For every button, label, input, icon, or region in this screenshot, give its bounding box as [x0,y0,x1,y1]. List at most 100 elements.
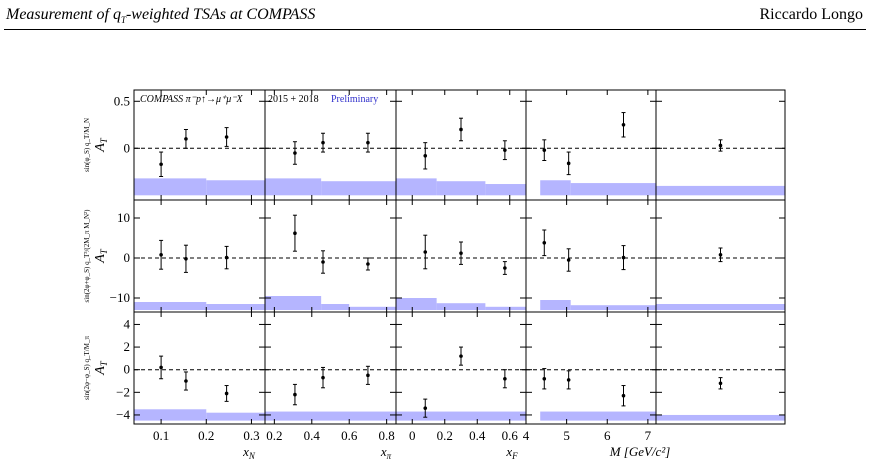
page-header: Measurement of qT-weighted TSAs at COMPA… [0,0,871,26]
panel-frame [395,311,527,425]
y-axis-label-superscript: sin(2φ−φ_S) q_T/M_π [83,336,91,400]
x-tick-label: 6 [604,428,611,443]
panel-r2-c3 [395,199,527,313]
y-axis-label-main: AT [93,248,109,264]
systematic-band [540,180,571,196]
data-point [293,151,297,155]
x-tick-label: 0.6 [341,428,358,443]
systematic-band [570,183,656,196]
y-tick-label: −10 [110,290,130,305]
x-tick-label: 0.4 [304,428,321,443]
data-point [293,392,297,397]
systematic-band [396,411,526,421]
x-axis-label: M [GeV/c²] [609,444,671,459]
y-tick-label: 0 [124,140,131,155]
x-tick-label: 0.3 [243,428,259,443]
header-title-rest: -weighted TSAs at COMPASS [125,6,316,23]
data-point [293,231,297,235]
data-point [542,376,547,381]
data-point [159,365,163,370]
panel-r3-c1: 0.1 0.2 0.3 [133,311,266,443]
panel-r3-c2: 0.2 0.4 0.6 0.8 [264,311,397,443]
panel-r1-c4 [525,89,657,201]
y-tick-label: 0.5 [114,93,130,108]
systematic-band [321,181,396,196]
x-tick-label: 0.6 [502,428,519,443]
y-axis-label-superscript: sin(φ_S) q_T/M_N [83,118,91,172]
y-tick-label: −2 [116,384,130,399]
systematic-band [265,296,322,310]
x-tick-label: 0.8 [379,428,395,443]
panel-frame [133,311,266,425]
data-point [321,375,325,380]
y-tick-label: 0 [124,250,131,265]
panel-r2-c2 [264,199,397,313]
data-point [423,154,428,158]
data-point [366,140,370,145]
panel-frame [133,199,266,313]
data-point [224,135,229,139]
data-point [621,122,626,127]
data-point [718,143,723,148]
data-point [566,378,571,382]
data-point [423,250,428,254]
panel-frame [264,199,397,313]
data-point [184,257,188,261]
data-point [321,260,325,264]
x-axis-label: xF [505,444,518,461]
annotation-years: 2015 + 2018 [268,94,319,105]
data-point [566,258,571,262]
data-point [621,393,626,398]
systematic-band [540,411,656,421]
systematic-band [206,412,265,421]
data-point [159,253,163,257]
data-point [459,354,463,358]
x-tick-label: 0.4 [469,428,486,443]
panel-r3-c4: 4 5 6 7 [523,311,657,443]
x-axis-label: xN [242,444,256,461]
data-point [366,373,370,378]
systematic-band [206,304,265,310]
header-rule [4,29,866,30]
systematic-band [485,306,526,310]
systematic-band [436,181,486,196]
panel-frame [655,311,786,425]
panel-r1-c2 [264,89,397,201]
panel-r2-c1 [133,199,266,313]
header-author: Riccardo Longo [759,6,863,23]
systematic-band [656,185,785,196]
x-tick-label: 7 [645,428,652,443]
systematic-band [656,304,785,310]
data-point [224,255,229,260]
panel-frame [525,311,657,425]
data-point [503,266,507,270]
data-point [224,391,229,396]
annotation-preliminary: Preliminary [331,94,378,105]
data-point [503,376,507,381]
y-axis-label-main: AT [93,137,109,153]
systematic-band [265,411,396,421]
y-axis-label-main: AT [93,360,109,376]
data-point [184,379,188,383]
systematic-band [349,306,396,310]
x-tick-label: 0.1 [153,428,169,443]
data-point [459,127,463,132]
data-point [503,148,507,152]
systematic-band [485,184,526,196]
panel-r1-c5 [655,89,786,201]
data-point [366,262,370,266]
header-title-subscript: T [120,15,126,26]
y-tick-label: 4 [124,316,131,331]
data-point [423,406,428,410]
systematic-band [134,178,207,196]
panel-r1-c1 [133,89,266,201]
panel-r1-c3 [395,89,527,201]
data-point [542,148,547,152]
x-tick-label: 0.2 [198,428,214,443]
panel-r2-c4 [525,199,657,313]
data-point [159,162,163,167]
header-title-main: Measurement of q [6,6,121,23]
